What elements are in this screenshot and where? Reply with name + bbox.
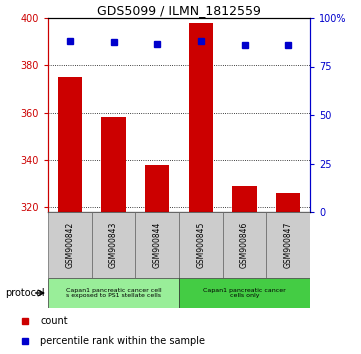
Text: percentile rank within the sample: percentile rank within the sample — [40, 336, 205, 346]
Text: count: count — [40, 316, 68, 326]
Text: GSM900845: GSM900845 — [196, 222, 205, 268]
Bar — [179, 278, 310, 308]
Bar — [48, 212, 92, 278]
Text: Capan1 pancreatic cancer
cells only: Capan1 pancreatic cancer cells only — [203, 287, 286, 298]
Title: GDS5099 / ILMN_1812559: GDS5099 / ILMN_1812559 — [97, 4, 261, 17]
Bar — [145, 165, 169, 212]
Text: GSM900843: GSM900843 — [109, 222, 118, 268]
Bar — [223, 212, 266, 278]
Bar — [92, 212, 135, 278]
Bar — [232, 186, 257, 212]
Bar — [179, 212, 223, 278]
Bar — [189, 23, 213, 212]
Bar — [58, 77, 82, 212]
Text: GSM900847: GSM900847 — [284, 222, 293, 268]
Text: GSM900846: GSM900846 — [240, 222, 249, 268]
Text: GSM900844: GSM900844 — [153, 222, 162, 268]
Text: Capan1 pancreatic cancer cell
s exposed to PS1 stellate cells: Capan1 pancreatic cancer cell s exposed … — [66, 287, 161, 298]
Bar — [135, 212, 179, 278]
Text: protocol: protocol — [5, 288, 44, 298]
Bar — [266, 212, 310, 278]
Bar — [101, 118, 126, 212]
Bar — [48, 278, 179, 308]
Bar — [276, 193, 300, 212]
Text: GSM900842: GSM900842 — [65, 222, 74, 268]
